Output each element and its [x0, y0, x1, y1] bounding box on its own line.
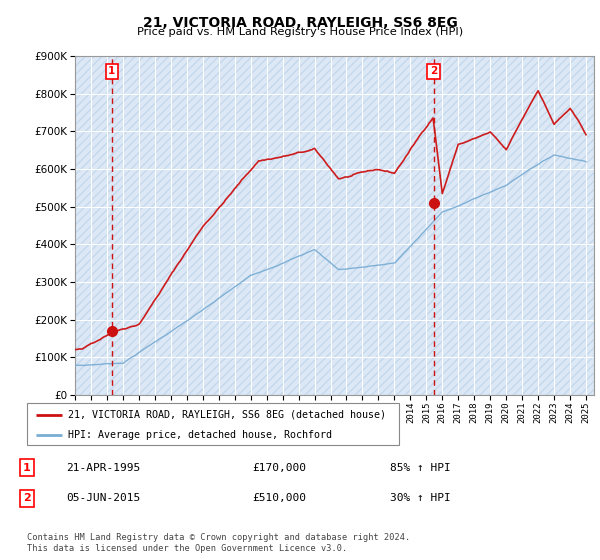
- Text: 2: 2: [430, 66, 437, 76]
- Text: Contains HM Land Registry data © Crown copyright and database right 2024.
This d: Contains HM Land Registry data © Crown c…: [27, 533, 410, 553]
- Text: 1: 1: [108, 66, 115, 76]
- Text: 30% ↑ HPI: 30% ↑ HPI: [390, 493, 451, 503]
- Text: £170,000: £170,000: [252, 463, 306, 473]
- Text: 2: 2: [23, 493, 31, 503]
- Text: 21, VICTORIA ROAD, RAYLEIGH, SS6 8EG (detached house): 21, VICTORIA ROAD, RAYLEIGH, SS6 8EG (de…: [68, 410, 386, 420]
- Text: 21, VICTORIA ROAD, RAYLEIGH, SS6 8EG: 21, VICTORIA ROAD, RAYLEIGH, SS6 8EG: [143, 16, 457, 30]
- Text: Price paid vs. HM Land Registry's House Price Index (HPI): Price paid vs. HM Land Registry's House …: [137, 27, 463, 37]
- Text: 85% ↑ HPI: 85% ↑ HPI: [390, 463, 451, 473]
- Bar: [75, 56, 594, 395]
- Text: HPI: Average price, detached house, Rochford: HPI: Average price, detached house, Roch…: [68, 430, 332, 440]
- Text: 21-APR-1995: 21-APR-1995: [66, 463, 140, 473]
- Text: 05-JUN-2015: 05-JUN-2015: [66, 493, 140, 503]
- Text: £510,000: £510,000: [252, 493, 306, 503]
- Bar: [75, 56, 594, 395]
- Text: 1: 1: [23, 463, 31, 473]
